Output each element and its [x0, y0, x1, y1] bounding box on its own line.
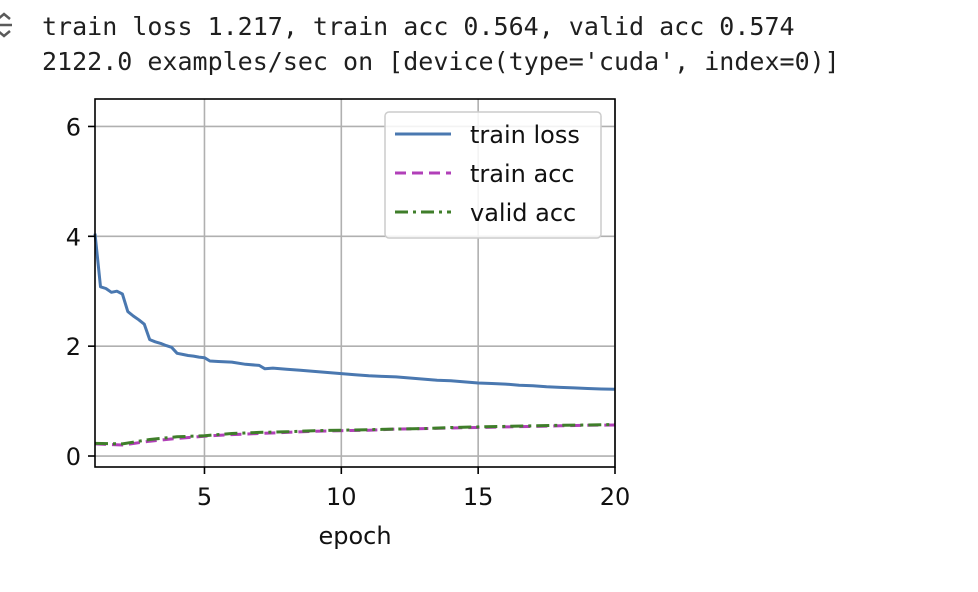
output-toggle-icon[interactable] — [0, 12, 14, 40]
legend-label: train acc — [470, 160, 575, 188]
x-tick-label: 15 — [463, 483, 494, 511]
output-toggle-glyph — [0, 12, 12, 38]
series-line-train-loss — [93, 233, 616, 391]
y-tick-label: 6 — [66, 113, 81, 141]
y-tick-label: 2 — [66, 333, 81, 361]
x-tick-label: 10 — [326, 483, 357, 511]
output-log-line: 2122.0 examples/sec on [device(type='cud… — [42, 47, 840, 76]
legend-label: train loss — [470, 121, 580, 149]
series-line-train-acc — [94, 423, 616, 447]
output-log-line: train loss 1.217, train acc 0.564, valid… — [42, 12, 795, 41]
series-line-valid-acc — [94, 423, 616, 446]
legend-label: valid acc — [470, 199, 576, 227]
y-tick-label: 4 — [66, 223, 81, 251]
y-tick-label: 0 — [66, 443, 81, 471]
legend-box — [384, 111, 602, 239]
x-tick-label: 20 — [600, 483, 631, 511]
plot-frame — [94, 98, 616, 468]
x-axis-label: epoch — [318, 522, 391, 550]
x-tick-label: 5 — [197, 483, 212, 511]
